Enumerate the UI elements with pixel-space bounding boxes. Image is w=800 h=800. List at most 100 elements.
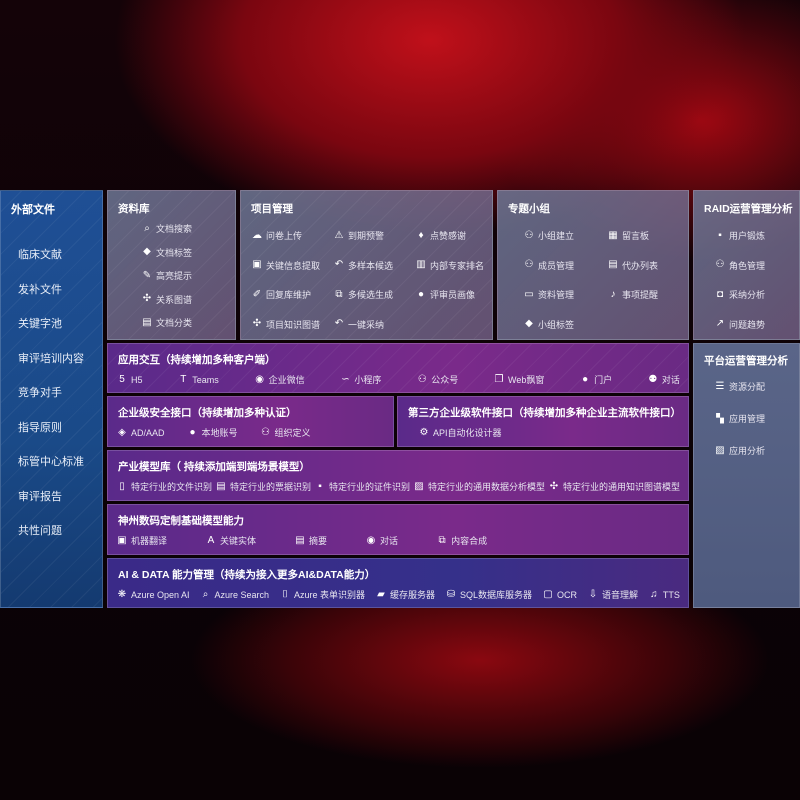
item-html5[interactable]: 5 H5 — [116, 374, 142, 386]
item-translate[interactable]: ▣ 机器翻译 — [116, 534, 167, 547]
item-analytics[interactable]: ▨ 应用分析 — [714, 444, 765, 457]
panel-title: AI & DATA 能力管理（持续为接入更多AI&DATA能力） — [118, 569, 376, 581]
raid-panel: RAID运营管理分析 ▪ 用户锻炼 ⚇ 角色管理 ◘ 采纳分析 ↗ 问题趋势 — [693, 190, 800, 340]
item-org[interactable]: ⚇ 组织定义 — [260, 426, 311, 439]
item-miniprogram[interactable]: ∽ 小程序 — [339, 373, 381, 386]
item-label: 特定行业的票据识别 — [229, 482, 311, 492]
sidebar-item[interactable]: 标管中心标准 — [18, 456, 84, 468]
item-reply[interactable]: ↶ 一键采纳 — [333, 318, 384, 331]
sidebar-item[interactable]: 竞争对手 — [18, 387, 62, 399]
item-users[interactable]: ⚇ 公众号 — [416, 373, 459, 386]
item-chart[interactable]: ▨ 特定行业的通用数据分析模型 — [413, 480, 545, 493]
sidebar-item[interactable]: 发补文件 — [18, 283, 62, 296]
graph-icon: ✣ — [252, 318, 262, 329]
item-list-check[interactable]: ☰ 资源分配 — [714, 380, 766, 393]
item-user[interactable]: ● 评审员画像 — [415, 288, 475, 301]
item-folder[interactable]: ▭ 资料管理 — [523, 288, 574, 301]
item-id-card[interactable]: ▪ 特定行业的证件识别 — [314, 480, 410, 493]
item-cache[interactable]: ▰ 缓存服务器 — [375, 588, 435, 601]
aidata-panel: AI & DATA 能力管理（持续为接入更多AI&DATA能力） ❋ Azure O… — [107, 558, 689, 608]
item-puzzle[interactable]: ⧉ 多候选生成 — [333, 288, 393, 301]
summary-icon: ▤ — [295, 534, 305, 546]
item-puzzle[interactable]: ⧉ 内容合成 — [436, 534, 487, 547]
item-qa[interactable]: ◘ 采纳分析 — [714, 288, 765, 301]
item-openai[interactable]: ❋ Azure Open AI — [116, 589, 190, 601]
item-tts[interactable]: ♫ TTS — [648, 589, 680, 601]
item-label: 应用管理 — [729, 414, 766, 424]
item-search-doc[interactable]: ⌕ Azure Search — [200, 589, 270, 601]
item-label: 特定行业的证件识别 — [328, 482, 410, 492]
graph-icon: ✣ — [142, 293, 152, 304]
reply-icon: ↶ — [334, 318, 344, 329]
item-form[interactable]: ⌷ Azure 表单识别器 — [279, 588, 365, 601]
item-chat-users[interactable]: ⚉ 对话 — [647, 373, 680, 386]
item-pen[interactable]: ✎ 高亮提示 — [141, 269, 192, 282]
user-add-icon: ⚇ — [524, 259, 534, 270]
item-clipboard[interactable]: ▤ 代办列表 — [607, 259, 658, 272]
item-id-card[interactable]: ▪ 用户锻炼 — [714, 229, 765, 242]
sidebar-item[interactable]: 临床文献 — [18, 249, 62, 261]
item-reply[interactable]: ↶ 多样本候选 — [333, 259, 393, 272]
item-teams[interactable]: T Teams — [177, 374, 219, 386]
item-label: 特定行业的通用数据分析模型 — [427, 482, 545, 492]
item-window[interactable]: ❐ Web飘窗 — [493, 373, 545, 386]
item-chat[interactable]: ◉ 对话 — [365, 534, 398, 547]
panel-title: 产业模型库（ 持续添加端到端场景模型） — [118, 461, 310, 473]
item-label: 代办列表 — [622, 260, 659, 271]
item-user-add[interactable]: ⚇ 成员管理 — [523, 259, 575, 272]
item-doc-search[interactable]: ⌕ 文档搜索 — [141, 222, 192, 235]
qa-icon: ◘ — [716, 288, 724, 300]
item-file[interactable]: ▯ 特定行业的文件识别 — [116, 480, 212, 493]
ranking-icon: ▥ — [416, 259, 426, 270]
bbs-icon: ▦ — [608, 229, 618, 241]
item-bell[interactable]: ♪ 事项提醒 — [607, 288, 659, 301]
item-api-gear[interactable]: ⚙ API自动化设计器 — [418, 426, 502, 439]
interaction-panel: 应用交互（持续增加多种客户端） 5 H5 T Teams ◉ 企业微信 ∽ 小程序 ⚇ 公众号 ❐ We… — [107, 343, 689, 393]
item-label: Azure Search — [214, 589, 270, 600]
item-label: 关键实体 — [220, 536, 257, 546]
item-database[interactable]: ⛁ SQL数据库服务器 — [445, 588, 532, 601]
item-trend[interactable]: ↗ 问题趋势 — [714, 318, 765, 331]
item-thumbs-up[interactable]: ♦ 点赞感谢 — [415, 229, 466, 242]
users-icon: ⚇ — [715, 259, 725, 270]
wecom-icon: ◉ — [255, 373, 264, 385]
item-tag[interactable]: ◆ 小组标签 — [523, 318, 574, 331]
sidebar-item[interactable]: 审评培训内容 — [18, 352, 84, 365]
item-ad[interactable]: ◈ AD/AAD — [116, 427, 165, 439]
item-wecom[interactable]: ◉ 企业微信 — [254, 373, 304, 386]
chat-icon: ◉ — [366, 534, 376, 546]
item-local-account[interactable]: ● 本地账号 — [187, 426, 237, 439]
item-receipt[interactable]: ▤ 特定行业的票据识别 — [215, 480, 311, 493]
item-summary[interactable]: ▤ 摘要 — [294, 534, 327, 547]
item-label: AD/AAD — [131, 427, 165, 438]
item-graph[interactable]: ✣ 项目知识图谱 — [251, 318, 320, 331]
item-label: 角色管理 — [729, 260, 766, 271]
item-doc-classify[interactable]: ▤ 文档分类 — [141, 316, 192, 329]
item-cloud-upload[interactable]: ☁ 问卷上传 — [251, 229, 302, 242]
item-users[interactable]: ⚇ 角色管理 — [714, 259, 766, 272]
sidebar-item[interactable]: 审评报告 — [18, 490, 62, 503]
item-speech[interactable]: ⇩ 语音理解 — [587, 588, 638, 601]
item-edit[interactable]: ✐ 回复库维护 — [251, 288, 311, 301]
item-graph[interactable]: ✣ 特定行业的通用知识图谱模型 — [548, 480, 680, 493]
item-alarm[interactable]: ⚠ 到期预警 — [333, 229, 385, 242]
item-graph[interactable]: ✣ 关系图谱 — [141, 293, 192, 306]
item-label: 小组建立 — [538, 231, 575, 241]
item-portal[interactable]: ● 门户 — [579, 373, 612, 386]
sidebar-item[interactable]: 关键字池 — [18, 318, 62, 330]
item-tag[interactable]: ◆ 文档标签 — [141, 246, 192, 259]
list-check-icon: ☰ — [715, 380, 725, 392]
item-users[interactable]: ⚇ 小组建立 — [523, 229, 575, 242]
item-entity[interactable]: A 关键实体 — [205, 534, 256, 547]
sidebar-item[interactable]: 指导原则 — [18, 421, 62, 434]
item-ranking[interactable]: ▥ 内部专家排名 — [415, 259, 484, 272]
pen-icon: ✎ — [142, 269, 152, 281]
item-ocr[interactable]: ▢ OCR — [542, 589, 577, 601]
sidebar-item[interactable]: 共性问题 — [18, 525, 62, 537]
item-bbs[interactable]: ▦ 留言板 — [607, 229, 649, 242]
item-apps[interactable]: ▚ 应用管理 — [714, 412, 765, 425]
item-extract[interactable]: ▣ 关键信息提取 — [251, 259, 320, 272]
ocr-icon: ▢ — [543, 588, 553, 600]
item-label: SQL数据库服务器 — [459, 590, 532, 600]
item-label: 语音理解 — [601, 590, 638, 600]
